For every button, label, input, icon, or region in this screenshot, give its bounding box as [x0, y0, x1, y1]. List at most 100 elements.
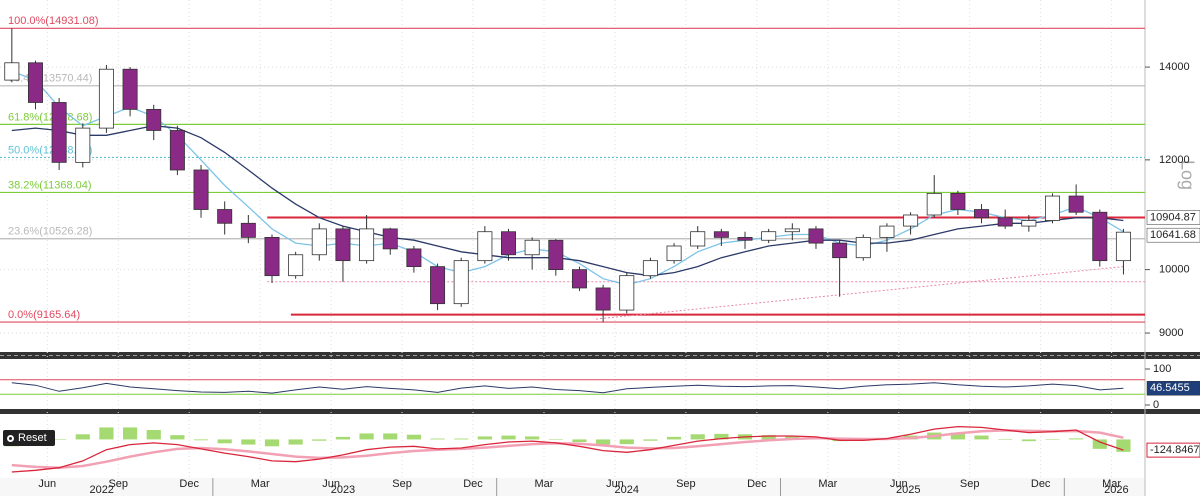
macd-histogram — [99, 427, 114, 440]
candle-body — [477, 231, 493, 262]
macd-histogram — [619, 439, 634, 445]
rsi-value-label-box — [1146, 380, 1200, 396]
macd-histogram — [1021, 439, 1036, 442]
macd-histogram — [217, 439, 232, 444]
macd-histogram — [170, 435, 185, 440]
macd-histogram — [525, 436, 540, 440]
macd-histogram — [998, 439, 1013, 440]
fib-label: 0.0%(9165.64) — [8, 309, 80, 321]
fib-label: 23.6%(10526.28) — [8, 226, 92, 238]
candle-body — [950, 192, 966, 210]
candle-body — [619, 275, 635, 311]
macd-histogram — [75, 434, 90, 440]
reset-icon — [7, 434, 14, 442]
x-tick-label: Mar — [251, 478, 270, 490]
x-tick-label: Mar — [535, 478, 554, 490]
candle-body — [288, 254, 304, 277]
x-tick-label: Mar — [1102, 478, 1121, 490]
year-label: 2025 — [896, 484, 920, 496]
fib-label: 38.2%(11368.04) — [8, 179, 92, 191]
y-tick-label: 9000 — [1159, 327, 1183, 339]
candle-body — [666, 245, 682, 262]
y-tick-label: 10000 — [1159, 264, 1190, 276]
macd-histogram — [950, 432, 965, 440]
macd-histogram — [335, 436, 351, 440]
macd-histogram — [454, 438, 469, 440]
candle-body — [217, 209, 233, 224]
reset-button[interactable]: Reset — [3, 430, 55, 446]
macd-histogram — [241, 439, 256, 445]
y-tick-label: 0 — [1153, 399, 1159, 411]
candle-body — [1021, 220, 1037, 227]
year-label: 2026 — [1104, 484, 1128, 496]
x-tick-label: Jun — [38, 478, 56, 490]
macd-histogram — [643, 439, 658, 441]
macd-value-box — [1146, 442, 1200, 458]
macd-histogram — [548, 439, 563, 440]
moving-average — [11, 70, 1124, 286]
candle-body — [974, 209, 990, 219]
candle-body — [1115, 231, 1131, 262]
candle-body — [146, 108, 162, 131]
x-tick-label: Dec — [1031, 478, 1051, 490]
macd-histogram — [146, 430, 161, 440]
macd-histogram — [761, 435, 776, 440]
candle-body — [169, 130, 185, 171]
x-tick-label: Dec — [747, 478, 767, 490]
y-tick-label: 14000 — [1159, 61, 1190, 73]
candle-body — [1044, 195, 1060, 221]
candle-body — [997, 217, 1013, 227]
candle-body — [595, 287, 611, 311]
candle-body — [1068, 195, 1084, 213]
candle-body — [264, 236, 280, 277]
candle-body — [690, 231, 706, 247]
year-label: 2022 — [89, 484, 113, 496]
candle-body — [1092, 211, 1108, 262]
macd-histogram — [1116, 439, 1131, 452]
macd-histogram — [122, 427, 138, 440]
macd-histogram — [1069, 438, 1084, 440]
candle-body — [903, 214, 919, 227]
candle-body — [737, 236, 753, 241]
candle-body — [855, 236, 871, 259]
moving-average — [11, 125, 1124, 277]
x-tick-label: Dec — [179, 478, 199, 490]
macd-histogram — [572, 439, 587, 442]
fib-label: 61.8%(12728.68) — [8, 111, 92, 123]
macd-histogram — [52, 439, 67, 440]
y-tick-label: 100 — [1153, 363, 1171, 375]
candle-body — [879, 225, 895, 238]
macd-histogram — [501, 435, 516, 440]
level-value-label-box — [1146, 210, 1200, 225]
last-price-label: 10641.68 — [1150, 229, 1196, 241]
level-value-label: 10904.87 — [1150, 211, 1196, 223]
macd-histogram — [714, 433, 729, 440]
macd-histogram — [383, 433, 398, 440]
macd-histogram — [596, 439, 611, 445]
year-label: 2024 — [615, 484, 639, 496]
x-axis-band — [0, 478, 1145, 496]
candle-body — [642, 260, 658, 277]
macd-value-label: -124.8467 — [1150, 444, 1200, 456]
candle-body — [122, 68, 138, 110]
last-price-label-box — [1146, 227, 1200, 243]
macd-histogram — [1092, 439, 1107, 449]
panel-separator — [0, 409, 1200, 414]
candle-body — [51, 102, 67, 163]
x-tick-label: Mar — [818, 478, 837, 490]
panel-separator — [0, 352, 1200, 359]
macd-histogram — [666, 436, 682, 440]
candle-body — [240, 222, 256, 238]
candle-body — [311, 228, 327, 256]
reset-label: Reset — [18, 432, 47, 444]
candle-body — [808, 228, 824, 244]
candle-body — [453, 260, 469, 305]
x-tick-label: Sep — [108, 478, 128, 490]
macd-histogram — [477, 436, 492, 440]
macd-histogram — [690, 434, 705, 440]
candle-body — [406, 248, 422, 268]
x-tick-label: Sep — [392, 478, 412, 490]
candle-body — [832, 242, 848, 259]
log-label: Log — [1177, 160, 1197, 190]
